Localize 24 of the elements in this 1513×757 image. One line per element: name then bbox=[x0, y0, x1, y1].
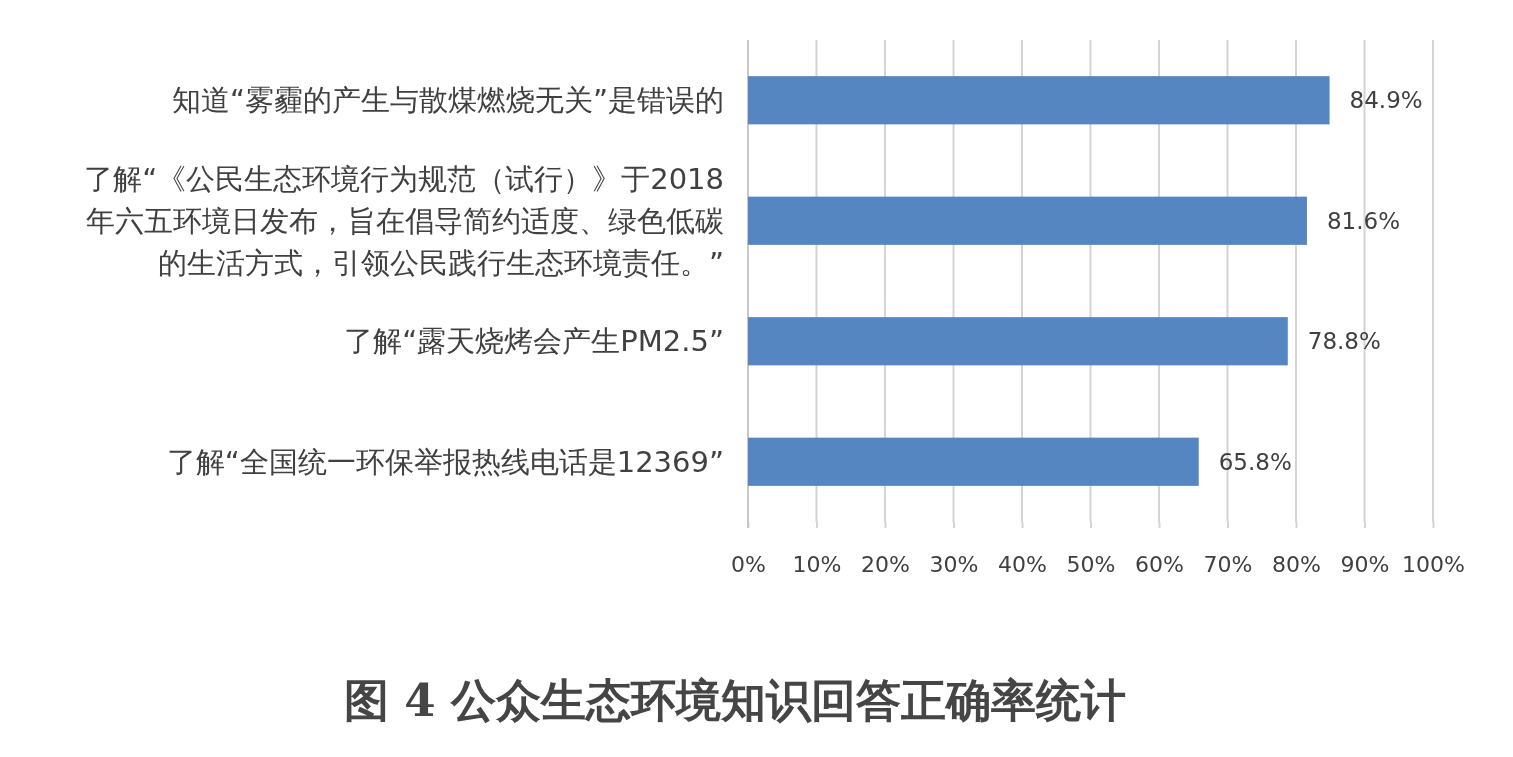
bar bbox=[748, 317, 1288, 366]
x-tick-label: 40% bbox=[998, 551, 1047, 577]
data-label: 65.8% bbox=[1218, 448, 1292, 475]
bar bbox=[748, 76, 1330, 125]
data-label: 78.8% bbox=[1307, 328, 1381, 355]
x-tick-label: 70% bbox=[1203, 551, 1253, 577]
x-tick-label: 80% bbox=[1272, 551, 1321, 577]
x-tick-label: 100% bbox=[1402, 551, 1465, 577]
x-tick-label: 20% bbox=[861, 551, 910, 577]
y-tick-label: 了解“露天烧烤会产生PM2.5” bbox=[344, 324, 724, 359]
x-tick-label: 50% bbox=[1066, 551, 1116, 577]
text: 图 4 公众生态环境知识回答正确率统计 bbox=[343, 673, 1127, 727]
y-tick-label: 了解“全国统一环保举报热线电话是12369” bbox=[166, 444, 724, 479]
x-tick-label: 0% bbox=[731, 551, 766, 577]
y-tick-label: 了解“《公民生态环境行为规范（试行）》于2018年六五环境日发布，旨在倡导简约适度、绿色低碳的生活方式，引领公民践行生态环境责任。” bbox=[84, 161, 724, 280]
x-tick-label: 30% bbox=[929, 551, 979, 577]
x-tick-label: 60% bbox=[1135, 551, 1184, 577]
bar bbox=[748, 196, 1307, 245]
data-label: 84.9% bbox=[1349, 87, 1423, 114]
bar bbox=[748, 437, 1199, 486]
data-label: 81.6% bbox=[1326, 207, 1401, 234]
x-tick-label: 90% bbox=[1340, 551, 1390, 577]
x-tick-label: 10% bbox=[792, 551, 842, 577]
y-tick-label: 知道“雾霾的产生与散煤燃烧无关”是错误的 bbox=[171, 83, 724, 118]
